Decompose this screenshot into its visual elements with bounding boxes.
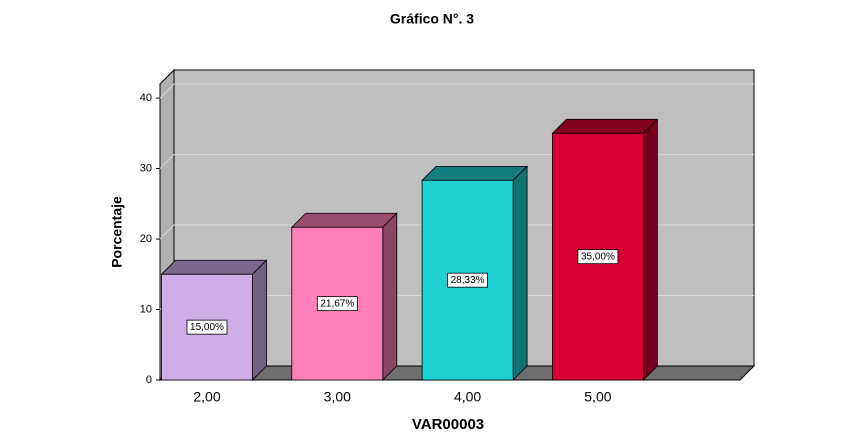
value-label: 15,00% (190, 322, 224, 333)
bar-side (382, 212, 398, 381)
y-tick-label: 30 (140, 162, 152, 174)
y-tick-label: 40 (140, 92, 152, 104)
bar-side (512, 165, 528, 381)
x-tick-label: 5,00 (584, 389, 611, 405)
y-axis-title: Porcentaje (109, 196, 125, 268)
bar (421, 165, 529, 381)
bar-side (252, 259, 267, 381)
bar-top (551, 118, 659, 134)
bar (551, 118, 659, 381)
x-tick-label: 2,00 (193, 389, 220, 405)
value-label-box (447, 272, 489, 288)
grid-line (159, 83, 754, 99)
bar-top (421, 165, 529, 181)
y-tick-label: 20 (140, 233, 152, 245)
value-label: 21,67% (320, 298, 354, 309)
bar-side (643, 118, 658, 381)
bar-top (160, 259, 268, 275)
x-tick-label: 3,00 (324, 389, 351, 405)
value-label: 35,00% (581, 251, 615, 262)
x-tick-label: 4,00 (454, 389, 481, 405)
y-tick-label: 0 (146, 374, 152, 386)
value-label-box (186, 319, 228, 335)
value-label: 28,33% (451, 275, 485, 286)
y-tick-label: 10 (140, 303, 152, 315)
value-label-box (316, 296, 358, 312)
x-axis-title: VAR00003 (412, 416, 484, 433)
value-label-box (577, 249, 619, 265)
bar-top (290, 212, 398, 228)
chart-title: Gráfico N°. 3 (390, 11, 474, 27)
